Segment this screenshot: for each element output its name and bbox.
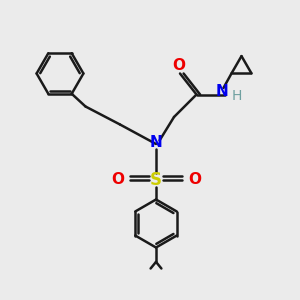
Text: O: O bbox=[111, 172, 124, 188]
Text: O: O bbox=[188, 172, 201, 188]
Text: N: N bbox=[150, 135, 162, 150]
Text: O: O bbox=[172, 58, 185, 74]
Text: N: N bbox=[216, 84, 228, 99]
Text: H: H bbox=[231, 89, 242, 103]
Text: S: S bbox=[150, 171, 162, 189]
